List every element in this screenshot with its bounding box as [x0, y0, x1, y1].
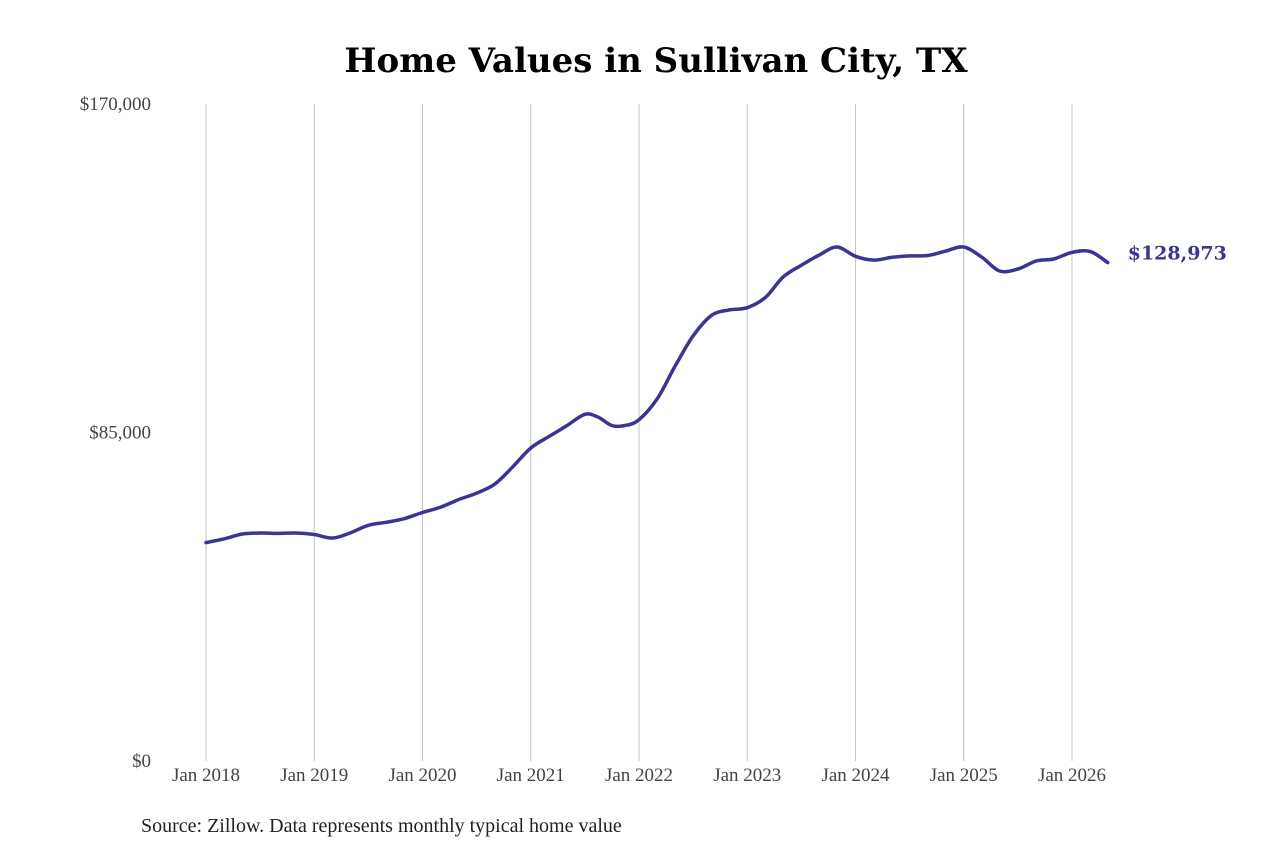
x-tick-label: Jan 2021: [497, 765, 565, 786]
x-tick-label: Jan 2020: [388, 765, 456, 786]
y-tick-label: $170,000: [80, 94, 151, 115]
x-tick-label: Jan 2025: [930, 765, 998, 786]
y-tick-label: $85,000: [89, 423, 151, 444]
x-tick-label: Jan 2024: [821, 765, 890, 786]
y-tick-label: $0: [132, 751, 151, 772]
x-tick-label: Jan 2023: [713, 765, 781, 786]
series-group: [204, 245, 1110, 545]
x-axis-ticks: Jan 2018 Jan 2019 Jan 2020 Jan 2021 Jan 2022…: [172, 765, 1106, 786]
series-line-0: [204, 245, 1110, 545]
end-value-label: $128,973: [1128, 243, 1227, 265]
x-tick-label: Jan 2022: [605, 765, 673, 786]
x-tick-label: Jan 2018: [172, 765, 240, 786]
x-tick-label: Jan 2026: [1038, 765, 1106, 786]
chart-title: Home Values in Sullivan City, TX: [344, 41, 968, 81]
x-tick-label: Jan 2019: [280, 765, 348, 786]
y-axis-ticks: $0 $85,000 $170,000: [80, 94, 151, 772]
grid-lines: [205, 104, 1073, 761]
source-note: Source: Zillow. Data represents monthly …: [141, 815, 622, 837]
